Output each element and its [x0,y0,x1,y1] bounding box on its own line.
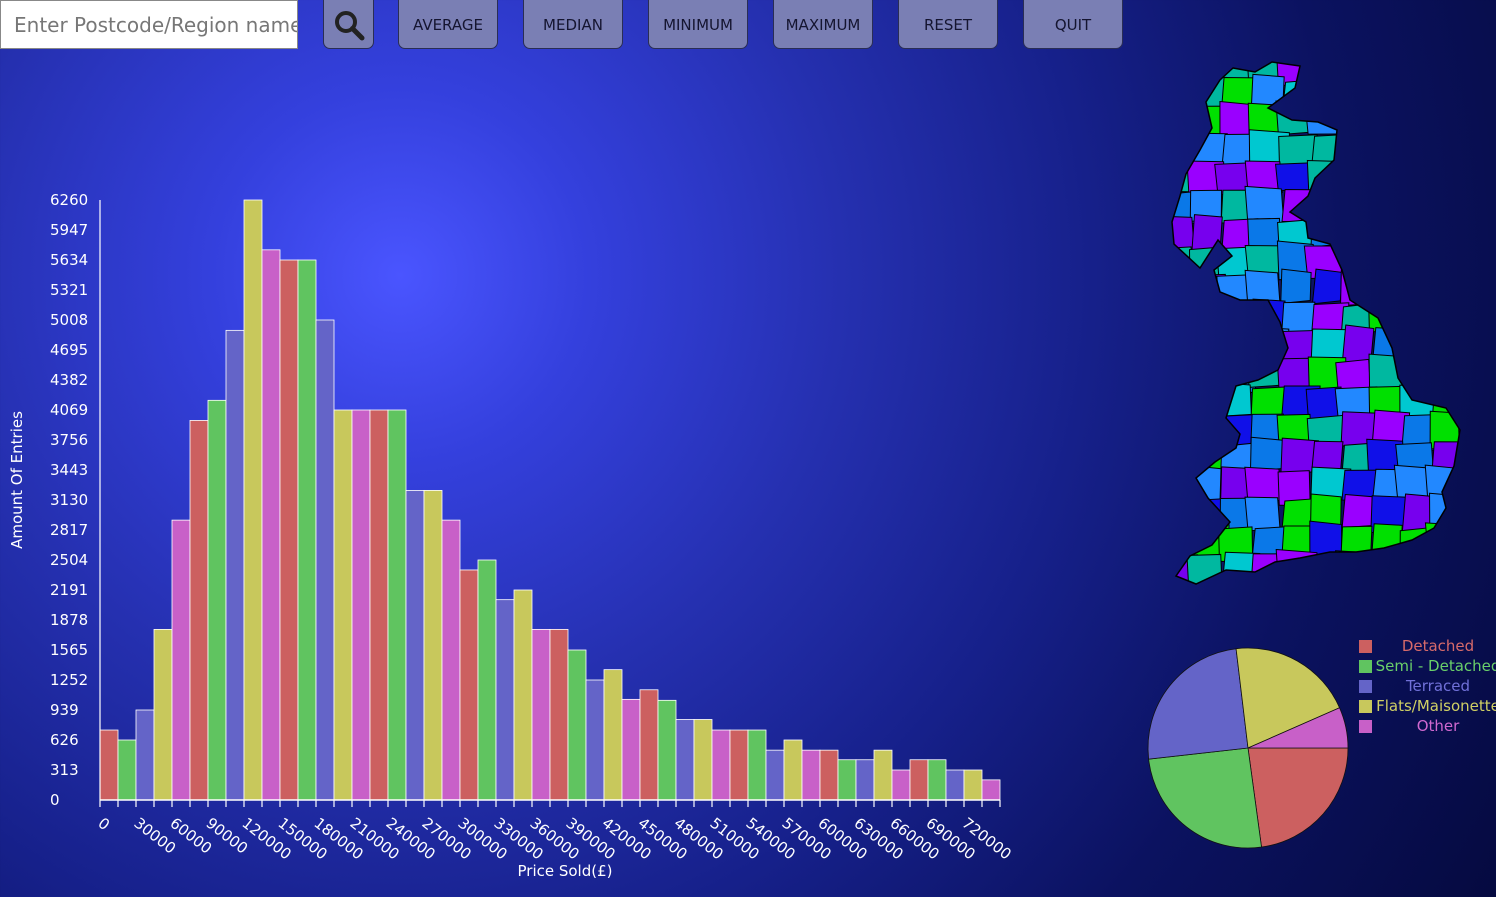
y-tick-label: 2504 [50,551,88,569]
legend-label: Terraced [1405,677,1471,695]
y-tick-label: 0 [50,791,60,809]
y-tick-label: 3130 [50,491,88,509]
pie-slice-other [1247,707,1349,749]
y-tick-label: 313 [50,761,79,779]
y-tick-label: 2191 [50,581,88,599]
search-input[interactable] [0,0,298,49]
x-axis-label: Price Sold(£) [518,862,613,880]
maximum-button[interactable]: MAXIMUM [773,0,873,49]
y-tick-label: 626 [50,731,79,749]
legend-swatch [1359,720,1372,733]
y-tick-label: 5321 [50,281,88,299]
pie-slice-terraced [1147,648,1249,760]
legend-swatch [1359,700,1372,713]
map-region [1244,160,1283,194]
map-region [1280,268,1312,305]
average-button[interactable]: AVERAGE [398,0,498,49]
y-tick-label: 1565 [50,641,88,659]
y-tick-label: 4695 [50,341,88,359]
price-histogram: 0 313 626 939 1252 1565 1878 2191 2504 2817 3130 34… [8,191,1001,880]
median-button[interactable]: MEDIAN [523,0,623,49]
y-tick-label: 4382 [50,371,88,389]
magnifier-icon [334,11,364,41]
y-tick-label: 5008 [50,311,88,329]
search-button[interactable] [323,0,374,49]
reset-button[interactable]: RESET [898,0,998,49]
uk-region-map[interactable] [0,0,1496,620]
legend-label: Semi - Detached [1375,657,1496,675]
map-outline [1171,61,1461,585]
legend-swatch [1359,640,1372,653]
minimum-button[interactable]: MINIMUM [648,0,748,49]
legend-label: Flats/Maisonette [1376,697,1496,715]
y-tick-label: 939 [50,701,79,719]
pie-slice-semi-detached [1148,747,1262,849]
y-tick-label: 1252 [50,671,88,689]
y-tick-label: 5947 [50,221,88,239]
legend-label: Detached [1401,637,1475,655]
legend-label: Other [1416,717,1460,735]
y-tick-label: 6260 [50,191,88,209]
pie-slice-flats-maisonette [1235,647,1341,749]
y-tick-label: 3756 [50,431,88,449]
legend-swatch [1359,660,1372,673]
quit-button[interactable]: QUIT [1023,0,1123,49]
pie-slice-detached [1247,747,1349,848]
y-tick-label: 5634 [50,251,88,269]
legend-swatch [1359,680,1372,693]
y-tick-label: 1878 [50,611,88,629]
y-tick-label: 4069 [50,401,88,419]
y-tick-label: 3443 [50,461,88,479]
y-axis-label: Amount Of Entries [8,411,26,549]
y-tick-label: 2817 [50,521,88,539]
